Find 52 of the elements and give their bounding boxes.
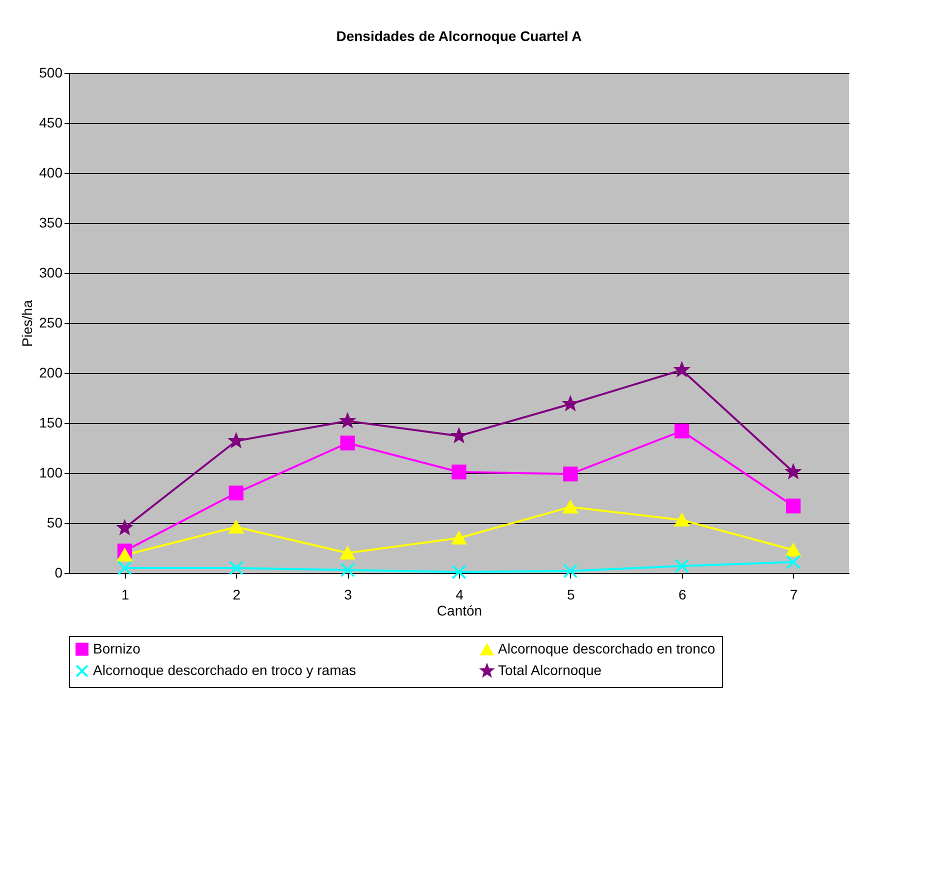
point xyxy=(452,564,466,580)
y-tick-label: 250 xyxy=(39,314,63,330)
y-tick-label: 350 xyxy=(39,214,63,230)
x-tick-label: 7 xyxy=(790,586,798,602)
y-tick-label: 200 xyxy=(39,364,63,380)
x-tick-label: 5 xyxy=(567,586,576,602)
y-tick-label: 500 xyxy=(39,64,63,80)
point xyxy=(563,396,578,410)
x-axis-title: Cantón xyxy=(436,602,482,618)
point xyxy=(228,560,244,576)
y-tick-label: 300 xyxy=(39,264,63,280)
point xyxy=(674,514,690,526)
point xyxy=(674,558,690,574)
y-axis-title: Pies/ha xyxy=(19,300,36,347)
point xyxy=(786,464,800,478)
y-tick-label: 0 xyxy=(54,564,63,580)
legend-label: Bornizo xyxy=(93,640,141,656)
point xyxy=(340,562,355,578)
point xyxy=(563,500,578,514)
point xyxy=(674,424,690,438)
point xyxy=(563,466,578,482)
point xyxy=(340,414,355,428)
point xyxy=(118,520,132,534)
point xyxy=(452,532,466,544)
point xyxy=(229,434,244,448)
y-tick-label: 450 xyxy=(39,114,63,130)
point xyxy=(340,546,355,560)
legend-label: Total Alcornoque xyxy=(498,662,602,678)
point xyxy=(228,520,244,534)
point xyxy=(117,548,132,562)
point xyxy=(117,560,132,576)
chart-title: Densidades de Alcornoque Cuartel A xyxy=(336,28,582,44)
point xyxy=(786,544,801,556)
point xyxy=(563,564,578,578)
point xyxy=(452,428,466,442)
legend-label: Alcornoque descorchado en tronco xyxy=(498,640,716,657)
x-tick-label: 6 xyxy=(678,586,686,602)
x-tick-label: 2 xyxy=(232,586,241,602)
y-tick-label: 100 xyxy=(39,464,63,480)
point xyxy=(674,362,689,376)
y-tick-label: 50 xyxy=(46,514,63,530)
point xyxy=(340,436,355,450)
x-tick-label: 4 xyxy=(456,586,464,602)
legend-label: Alcornoque descorchado en troco y ramas xyxy=(93,662,356,678)
y-tick-label: 150 xyxy=(39,414,63,430)
point xyxy=(786,498,801,514)
x-tick-label: 3 xyxy=(344,586,352,602)
point xyxy=(786,554,801,570)
x-tick-label: 1 xyxy=(121,586,130,602)
point xyxy=(228,486,244,500)
y-tick-label: 400 xyxy=(39,164,63,180)
point xyxy=(452,464,466,480)
